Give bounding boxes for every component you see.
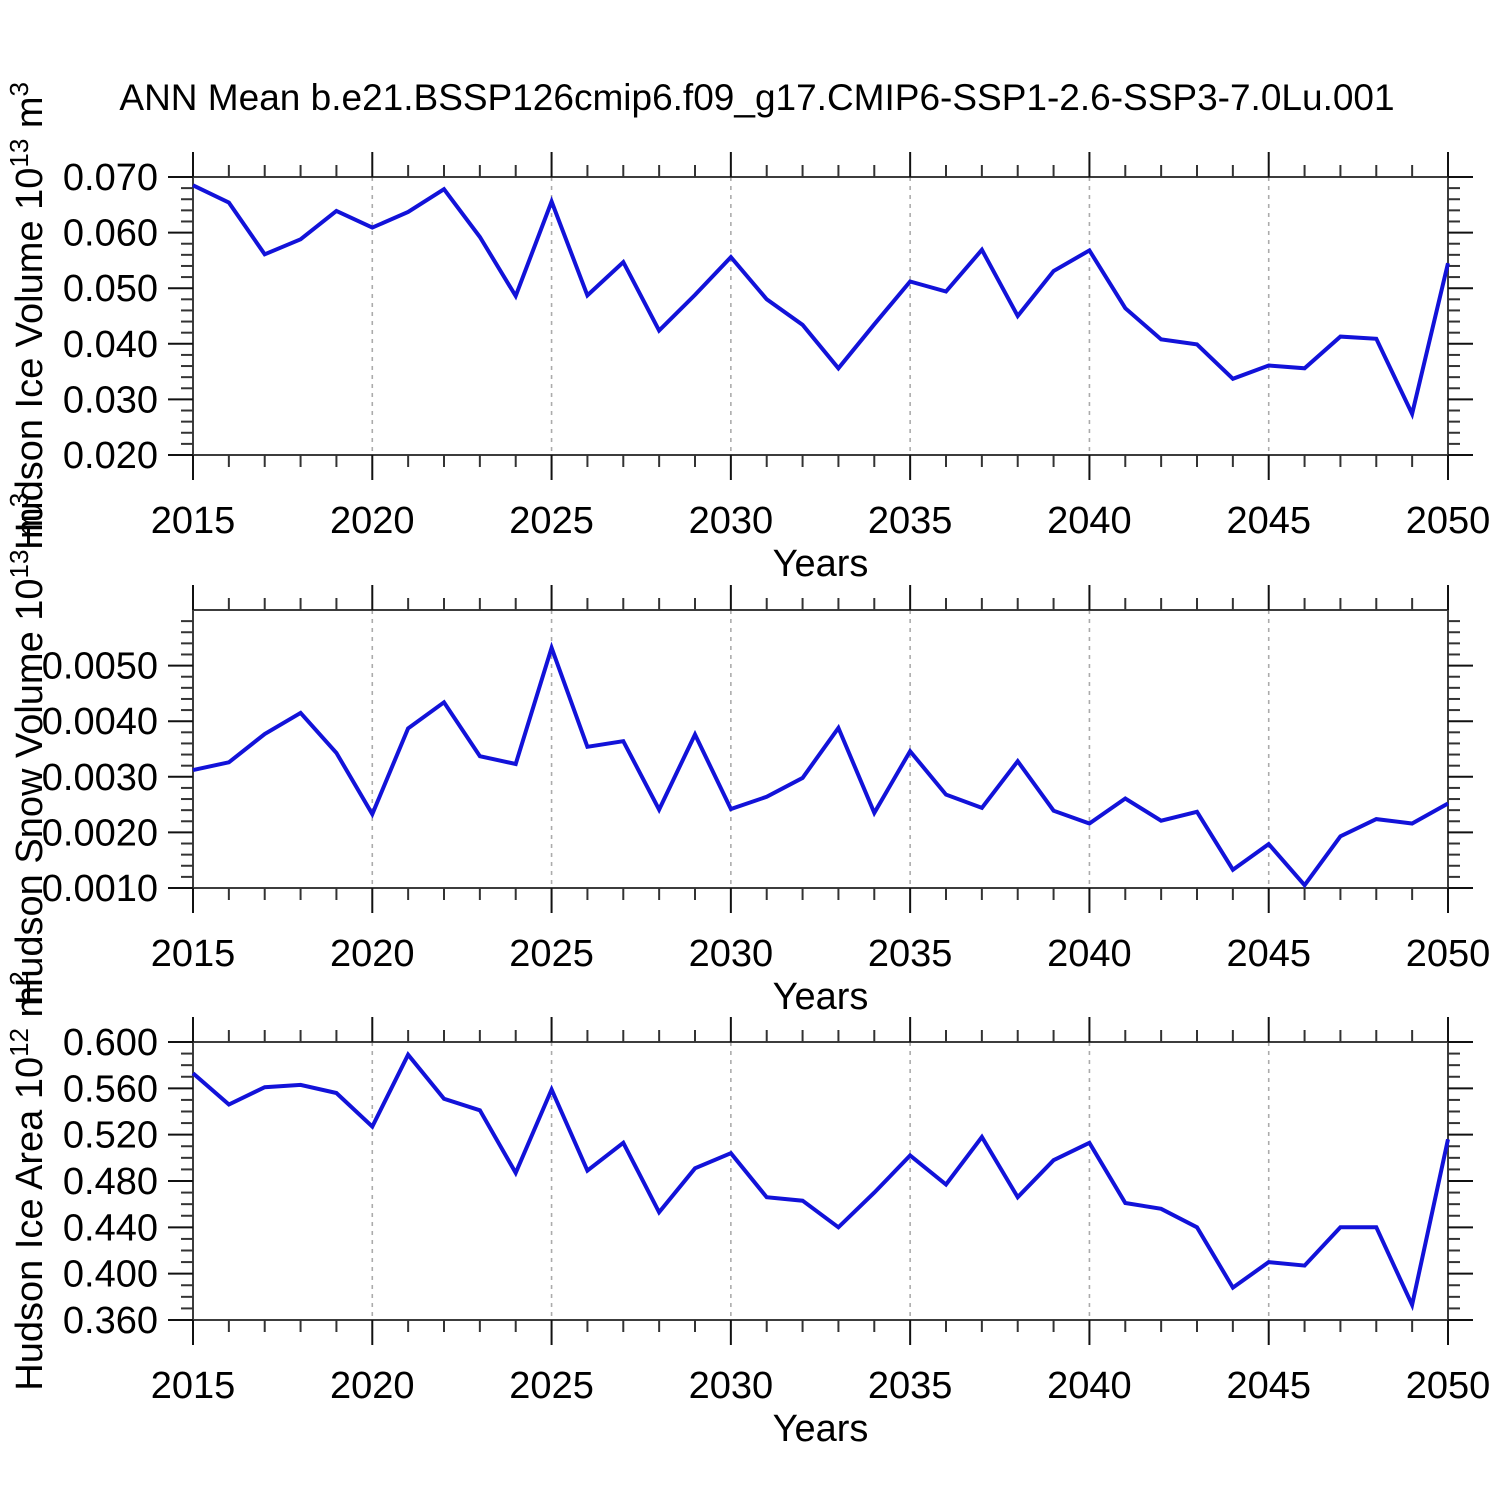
plot-frame — [192, 1041, 1449, 1321]
x-tick-label: 2050 — [1406, 1365, 1491, 1407]
x-tick-label: 2050 — [1406, 933, 1491, 975]
series-line-hudson-snow-volume — [192, 641, 1449, 889]
x-tick-label: 2040 — [1047, 500, 1132, 542]
y-tick-label: 0.520 — [63, 1115, 158, 1157]
plot-frame — [192, 609, 1449, 889]
x-tick-label: 2045 — [1226, 933, 1311, 975]
series-line-hudson-ice-area — [191, 1051, 1450, 1312]
x-tick-label: 2040 — [1047, 1365, 1132, 1407]
x-tick-label: 2030 — [689, 933, 774, 975]
panel-hudson-snow-volume: 0.0010 0.0020 0.0030 0.0040 0.0050 2015 2020 20… — [4, 493, 1490, 1018]
y-axis-title-part: Hudson Ice Volume 10 — [9, 168, 51, 550]
y-axis-title-part: m — [9, 986, 51, 1028]
x-tick-label: 2025 — [509, 933, 594, 975]
x-tick-label: 2030 — [689, 500, 774, 542]
chart-title: ANN Mean b.e21.BSSP126cmip6.f09_g17.CMIP… — [119, 77, 1394, 118]
y-tick-label: 0.040 — [63, 324, 158, 366]
y-tick-label: 0.0020 — [42, 812, 158, 854]
x-tick-label: 2020 — [330, 500, 415, 542]
y-tick-label: 0.060 — [63, 213, 158, 255]
x-tick-label: 2035 — [868, 933, 953, 975]
y-tick-label: 0.0050 — [42, 646, 158, 688]
y-tick-label: 0.560 — [63, 1068, 158, 1110]
x-tick-label: 2020 — [330, 933, 415, 975]
x-axis-title: Years — [773, 543, 869, 585]
y-tick-label: 0.0040 — [42, 701, 158, 743]
y-axis-title-superscript: 12 — [4, 1028, 34, 1057]
panel-hudson-ice-volume: 0.020 0.030 0.040 0.050 0.060 0.070 2015 2020 20… — [4, 82, 1490, 585]
series-line-hudson-ice-volume — [192, 183, 1450, 420]
x-ticks — [192, 1017, 1449, 1345]
x-tick-label: 2015 — [151, 500, 236, 542]
y-tick-label: 0.0030 — [42, 757, 158, 799]
y-ticks — [168, 176, 1473, 456]
y-ticks — [168, 620, 1473, 889]
y-tick-label: 0.440 — [63, 1207, 158, 1249]
y-axis-title-part: m — [9, 507, 51, 549]
x-tick-label: 2015 — [151, 1365, 236, 1407]
y-tick-label: 0.0010 — [42, 868, 158, 910]
gridlines — [371, 610, 1270, 888]
x-tick-label: 2020 — [330, 1365, 415, 1407]
y-axis-title: Hudson Snow Volume 1013 m3 — [4, 493, 51, 1005]
x-tick-label: 2035 — [868, 1365, 953, 1407]
x-axis-title: Years — [773, 976, 869, 1018]
gridlines — [371, 1042, 1270, 1320]
y-axis-title-part: m — [9, 96, 51, 138]
y-axis-title-superscript: 13 — [4, 139, 34, 168]
y-tick-label: 0.480 — [63, 1161, 158, 1203]
y-tick-label: 0.400 — [63, 1254, 158, 1296]
x-tick-label: 2045 — [1226, 1365, 1311, 1407]
y-axis-title-part: Hudson Ice Area 10 — [9, 1057, 51, 1391]
y-tick-label: 0.030 — [63, 379, 158, 421]
x-tick-label: 2015 — [151, 933, 236, 975]
y-axis-title-superscript: 3 — [4, 493, 34, 507]
y-tick-label: 0.600 — [63, 1022, 158, 1064]
x-tick-label: 2030 — [689, 1365, 774, 1407]
y-ticks — [168, 1041, 1473, 1321]
y-tick-label: 0.020 — [63, 435, 158, 477]
x-tick-label: 2025 — [509, 1365, 594, 1407]
y-axis-title-part: Hudson Snow Volume 10 — [9, 578, 51, 1005]
y-axis-title-superscript: 13 — [4, 550, 34, 579]
x-ticks — [192, 152, 1449, 480]
y-tick-label: 0.050 — [63, 268, 158, 310]
y-tick-label: 0.070 — [63, 157, 158, 199]
y-axis-title: Hudson Ice Area 1012 m2 — [4, 971, 51, 1390]
x-ticks — [192, 585, 1449, 913]
y-axis-title-superscript: 3 — [4, 82, 34, 96]
plot-frame — [192, 176, 1449, 456]
x-tick-label: 2050 — [1406, 500, 1491, 542]
y-tick-label: 0.360 — [63, 1300, 158, 1342]
x-tick-label: 2040 — [1047, 933, 1132, 975]
x-tick-label: 2045 — [1226, 500, 1311, 542]
x-axis-title: Years — [773, 1408, 869, 1450]
x-tick-label: 2035 — [868, 500, 953, 542]
gridlines — [371, 177, 1270, 455]
y-axis-title-superscript: 2 — [4, 971, 34, 985]
y-axis-title: Hudson Ice Volume 1013 m3 — [4, 82, 51, 550]
x-tick-label: 2025 — [509, 500, 594, 542]
